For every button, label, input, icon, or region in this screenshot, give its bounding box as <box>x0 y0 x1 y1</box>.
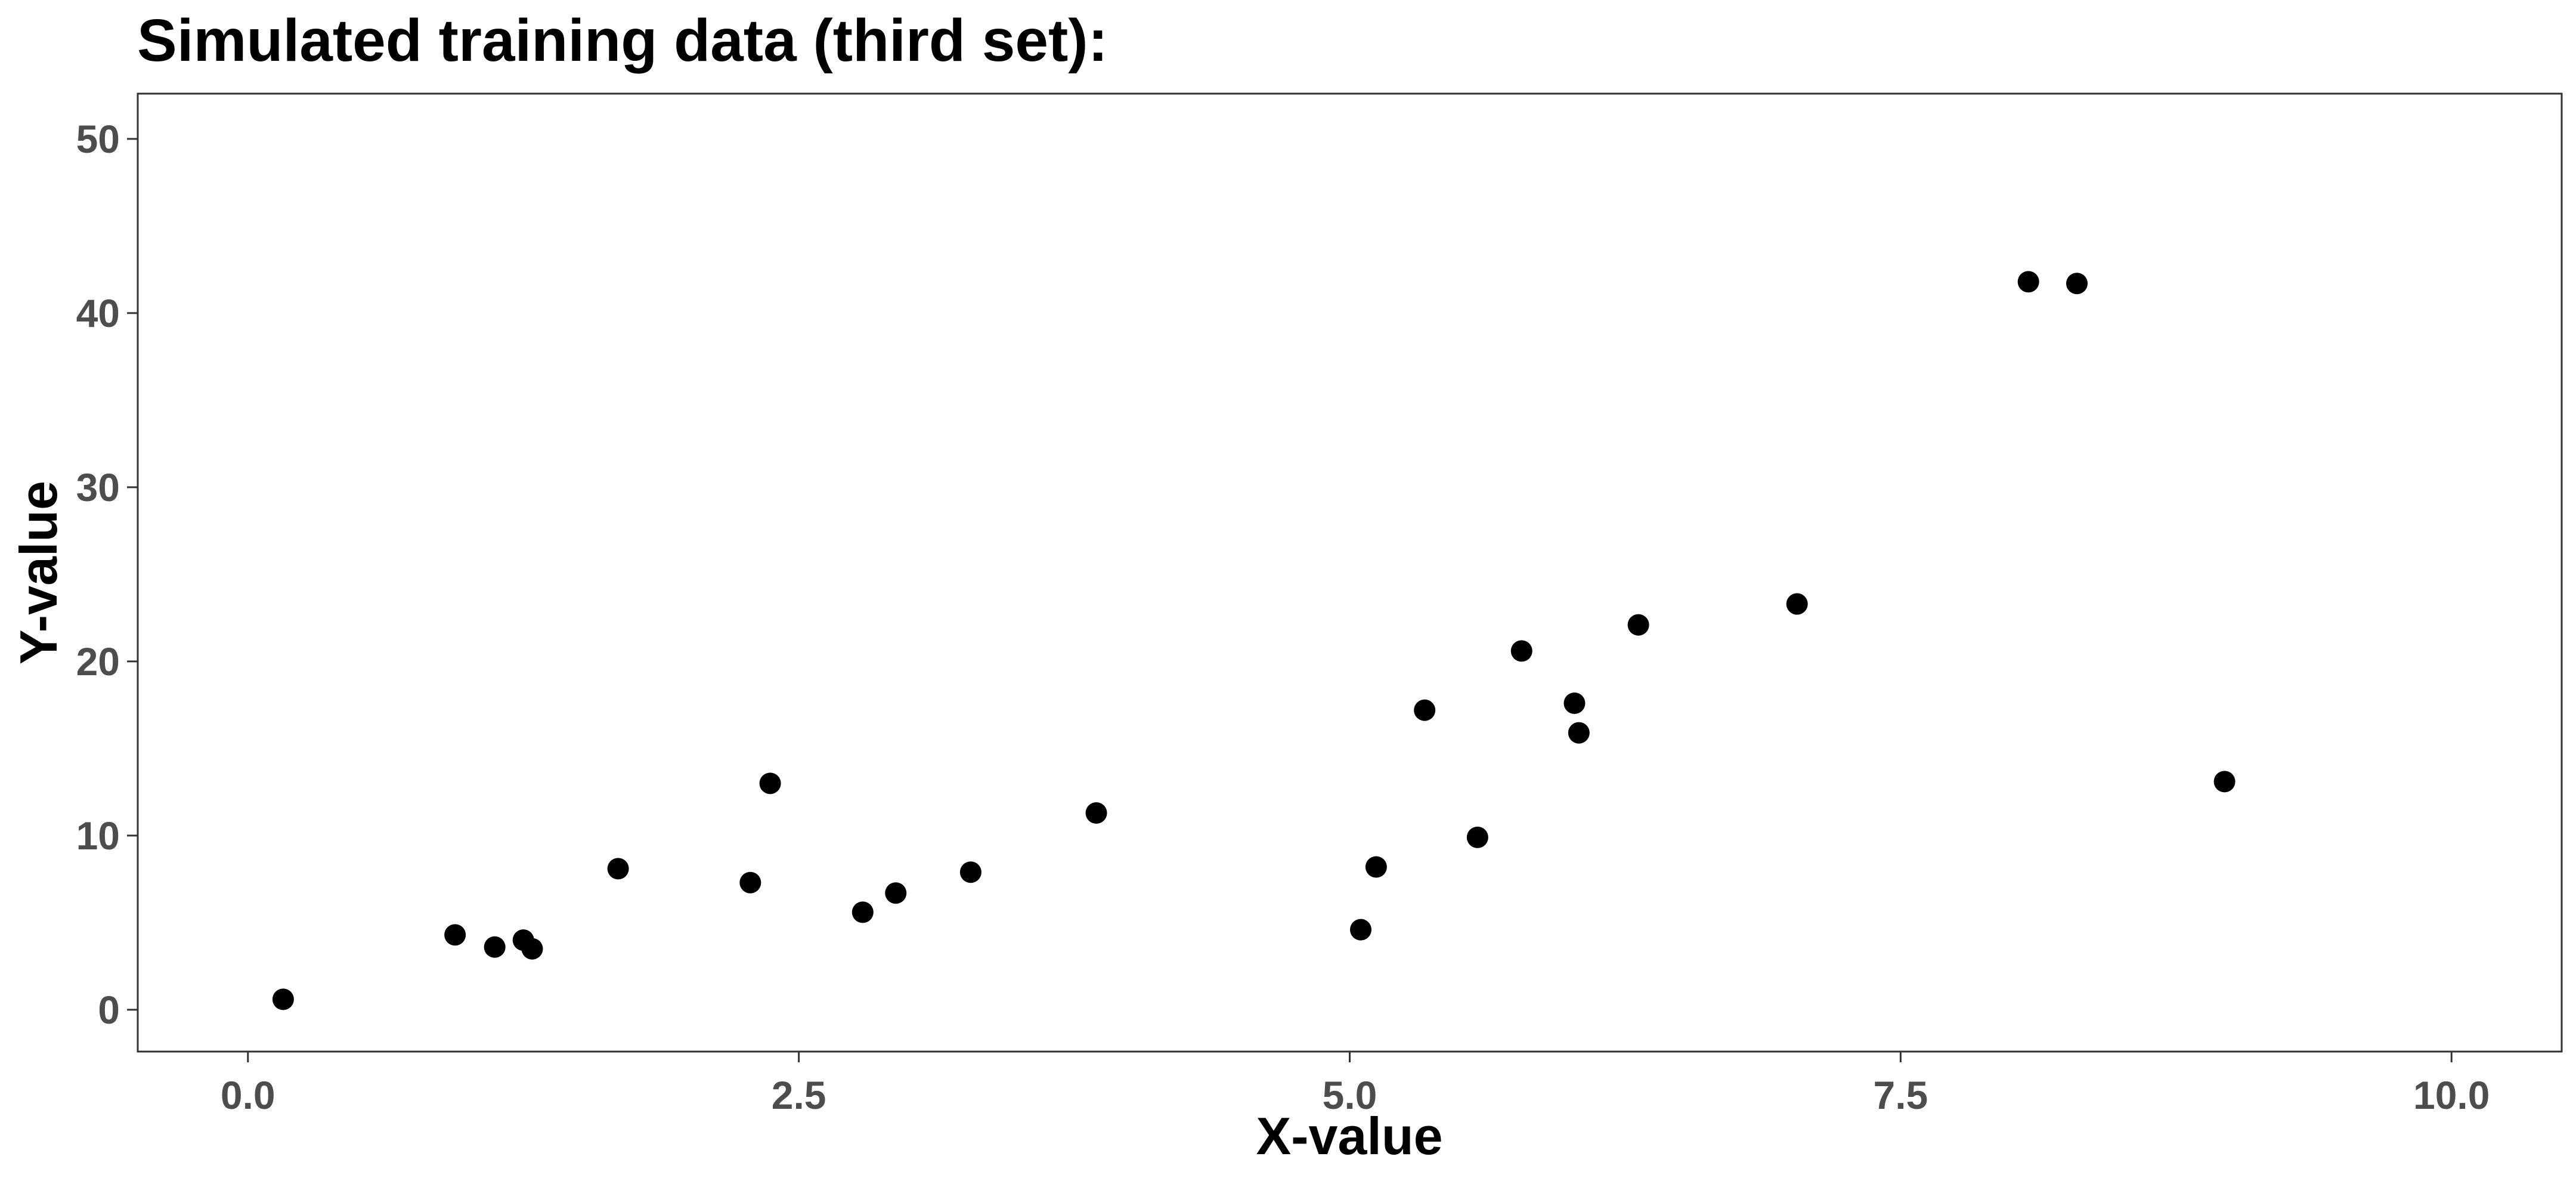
data-point <box>2213 771 2236 793</box>
data-point <box>2066 273 2088 295</box>
data-point <box>484 936 506 958</box>
data-point <box>1510 640 1532 662</box>
x-tick-label: 7.5 <box>1873 1073 1928 1117</box>
data-point <box>852 901 874 923</box>
x-axis-title: X-value <box>1256 1106 1442 1165</box>
data-points <box>272 271 2236 1010</box>
data-point <box>272 988 294 1010</box>
data-point <box>1414 699 1436 721</box>
y-tick-label: 50 <box>76 117 120 161</box>
x-tick-label: 2.5 <box>772 1073 826 1117</box>
data-point <box>1085 802 1107 824</box>
x-tick-label: 10.0 <box>2413 1073 2490 1117</box>
y-tick-label: 20 <box>76 639 120 684</box>
x-axis: 0.0 2.5 5.0 7.5 10.0 <box>221 1052 2490 1117</box>
data-point <box>2017 271 2039 293</box>
data-point <box>521 938 543 960</box>
y-tick-label: 10 <box>76 814 120 858</box>
data-point <box>1466 826 1488 848</box>
plot-panel <box>137 92 2563 1053</box>
data-point <box>444 924 466 946</box>
data-point <box>1563 692 1586 714</box>
x-tick-label: 0.0 <box>221 1073 275 1117</box>
data-point <box>607 858 629 880</box>
data-point <box>959 861 982 883</box>
data-point <box>739 871 761 894</box>
y-tick-label: 30 <box>76 465 120 509</box>
data-point <box>1365 856 1387 878</box>
data-point <box>759 772 781 794</box>
y-tick-label: 0 <box>98 988 120 1032</box>
data-point <box>1627 614 1649 636</box>
y-tick-label: 40 <box>76 291 120 335</box>
y-axis: 0 10 20 30 40 50 <box>76 117 138 1032</box>
data-point <box>1568 722 1590 744</box>
x-tick-label: 5.0 <box>1323 1073 1377 1117</box>
y-axis-title: Y-value <box>9 481 68 664</box>
chart-title: Simulated training data (third set): <box>137 7 1108 74</box>
data-point <box>1786 593 1808 615</box>
data-point <box>1349 919 1371 941</box>
data-point <box>885 882 907 904</box>
